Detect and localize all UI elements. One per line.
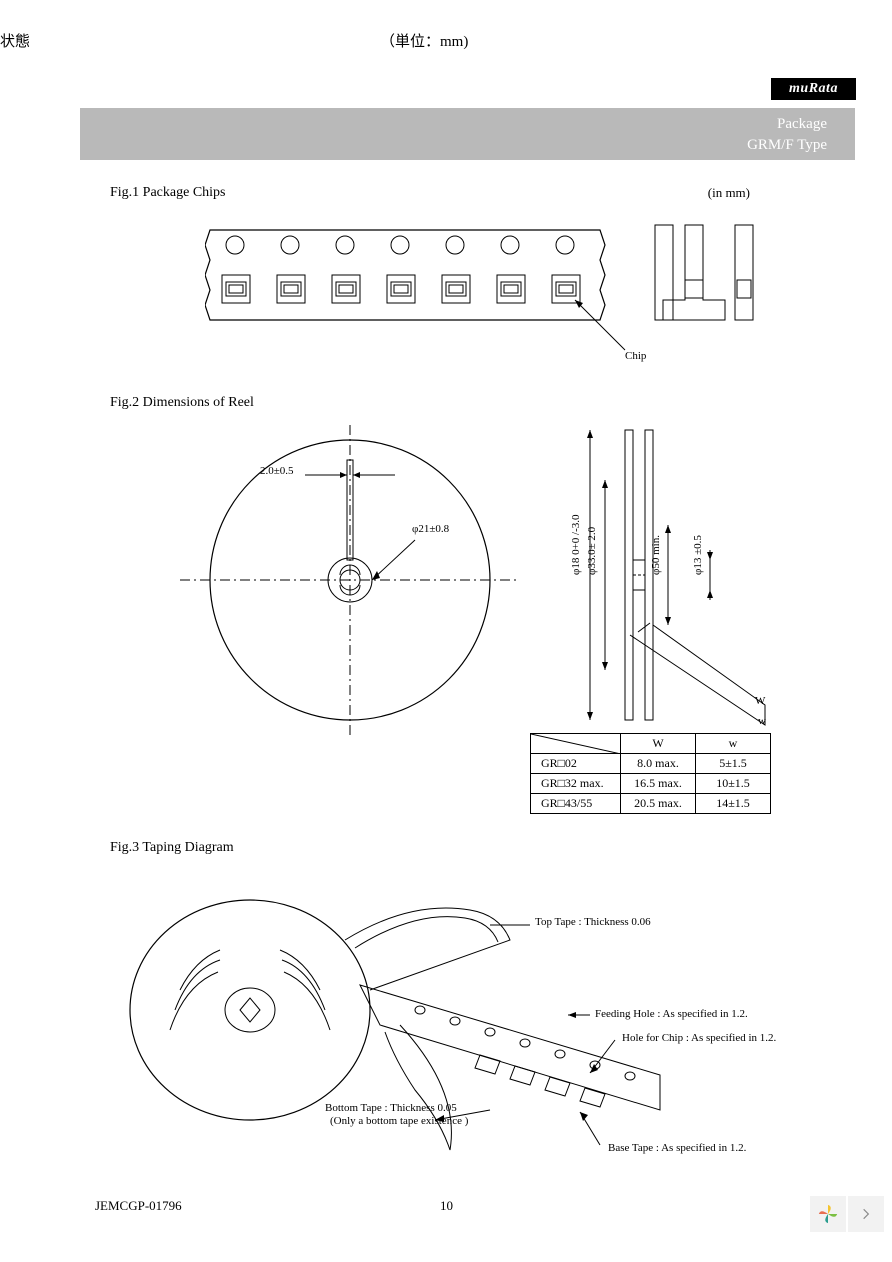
- murata-logo: muRata: [771, 78, 856, 100]
- fig3-bottom-tape-l1: Bottom Tape : Thickness 0.05: [325, 1102, 457, 1114]
- fig2-inner2-dim: φ33.0± 2.0: [586, 527, 598, 575]
- chevron-right-icon: [859, 1207, 873, 1221]
- fig2-hub-dim: φ21±0.8: [412, 523, 449, 535]
- dimension-table: W w GR□02 8.0 max. 5±1.5 GR□32 max. 16.5…: [530, 733, 771, 814]
- fig1-unit: (in mm): [708, 185, 750, 201]
- fig1-chip-label: Chip: [625, 350, 646, 362]
- title-line2: GRM/F Type: [80, 135, 827, 156]
- footer-page-number: 10: [440, 1198, 453, 1214]
- table-head-W: W: [621, 734, 696, 754]
- fig3-feeding-hole-label: Feeding Hole : As specified in 1.2.: [595, 1008, 748, 1020]
- figure-2: Fig.2 Dimensions of Reel: [110, 395, 850, 740]
- header-left-text: 状態: [0, 30, 30, 51]
- fig3-bottom-tape-l2: (Only a bottom tape existence ): [330, 1115, 468, 1127]
- fig3-base-tape-label: Base Tape : As specified in 1.2.: [608, 1142, 746, 1154]
- fig2-W-label: W: [755, 695, 765, 707]
- fig1-diagram: [205, 215, 835, 375]
- fig3-title: Fig.3 Taping Diagram: [110, 840, 850, 856]
- fig2-inner3-dim: φ50 min.: [650, 535, 662, 575]
- nav-logo-button[interactable]: [810, 1196, 846, 1232]
- fig3-hole-chip-label: Hole for Chip : As specified in 1.2.: [622, 1032, 776, 1044]
- header-center-text: （単位：mm): [380, 30, 468, 51]
- title-bar: Package GRM/F Type: [80, 108, 855, 160]
- nav-next-button[interactable]: [848, 1196, 884, 1232]
- fig2-inner4-dim: φ13 ±0.5: [692, 535, 704, 575]
- figure-3: Fig.3 Taping Diagram: [110, 840, 850, 1180]
- fig2-outer-dim: φ18 0+0 /-3.0: [570, 514, 582, 575]
- title-line1: Package: [80, 114, 827, 135]
- table-head-w: w: [696, 734, 771, 754]
- fig2-slot-dim: 2.0±0.5: [260, 465, 294, 477]
- table-row: GR□32 max. 16.5 max. 10±1.5: [531, 774, 771, 794]
- table-head-empty: [531, 734, 621, 754]
- fig3-diagram: [120, 860, 760, 1180]
- figure-1: Fig.1 Package Chips (in mm): [110, 185, 850, 385]
- table-row: GR□43/55 20.5 max. 14±1.5: [531, 794, 771, 814]
- fig2-title: Fig.2 Dimensions of Reel: [110, 395, 850, 411]
- fig2-w-label: w: [758, 715, 766, 727]
- nav-icons: [810, 1196, 884, 1232]
- table-row: GR□02 8.0 max. 5±1.5: [531, 754, 771, 774]
- pinwheel-icon: [817, 1203, 839, 1225]
- fig3-top-tape-label: Top Tape : Thickness 0.06: [535, 916, 651, 928]
- fig2-diagram: [150, 420, 780, 740]
- footer-doc-number: JEMCGP-01796: [95, 1198, 182, 1214]
